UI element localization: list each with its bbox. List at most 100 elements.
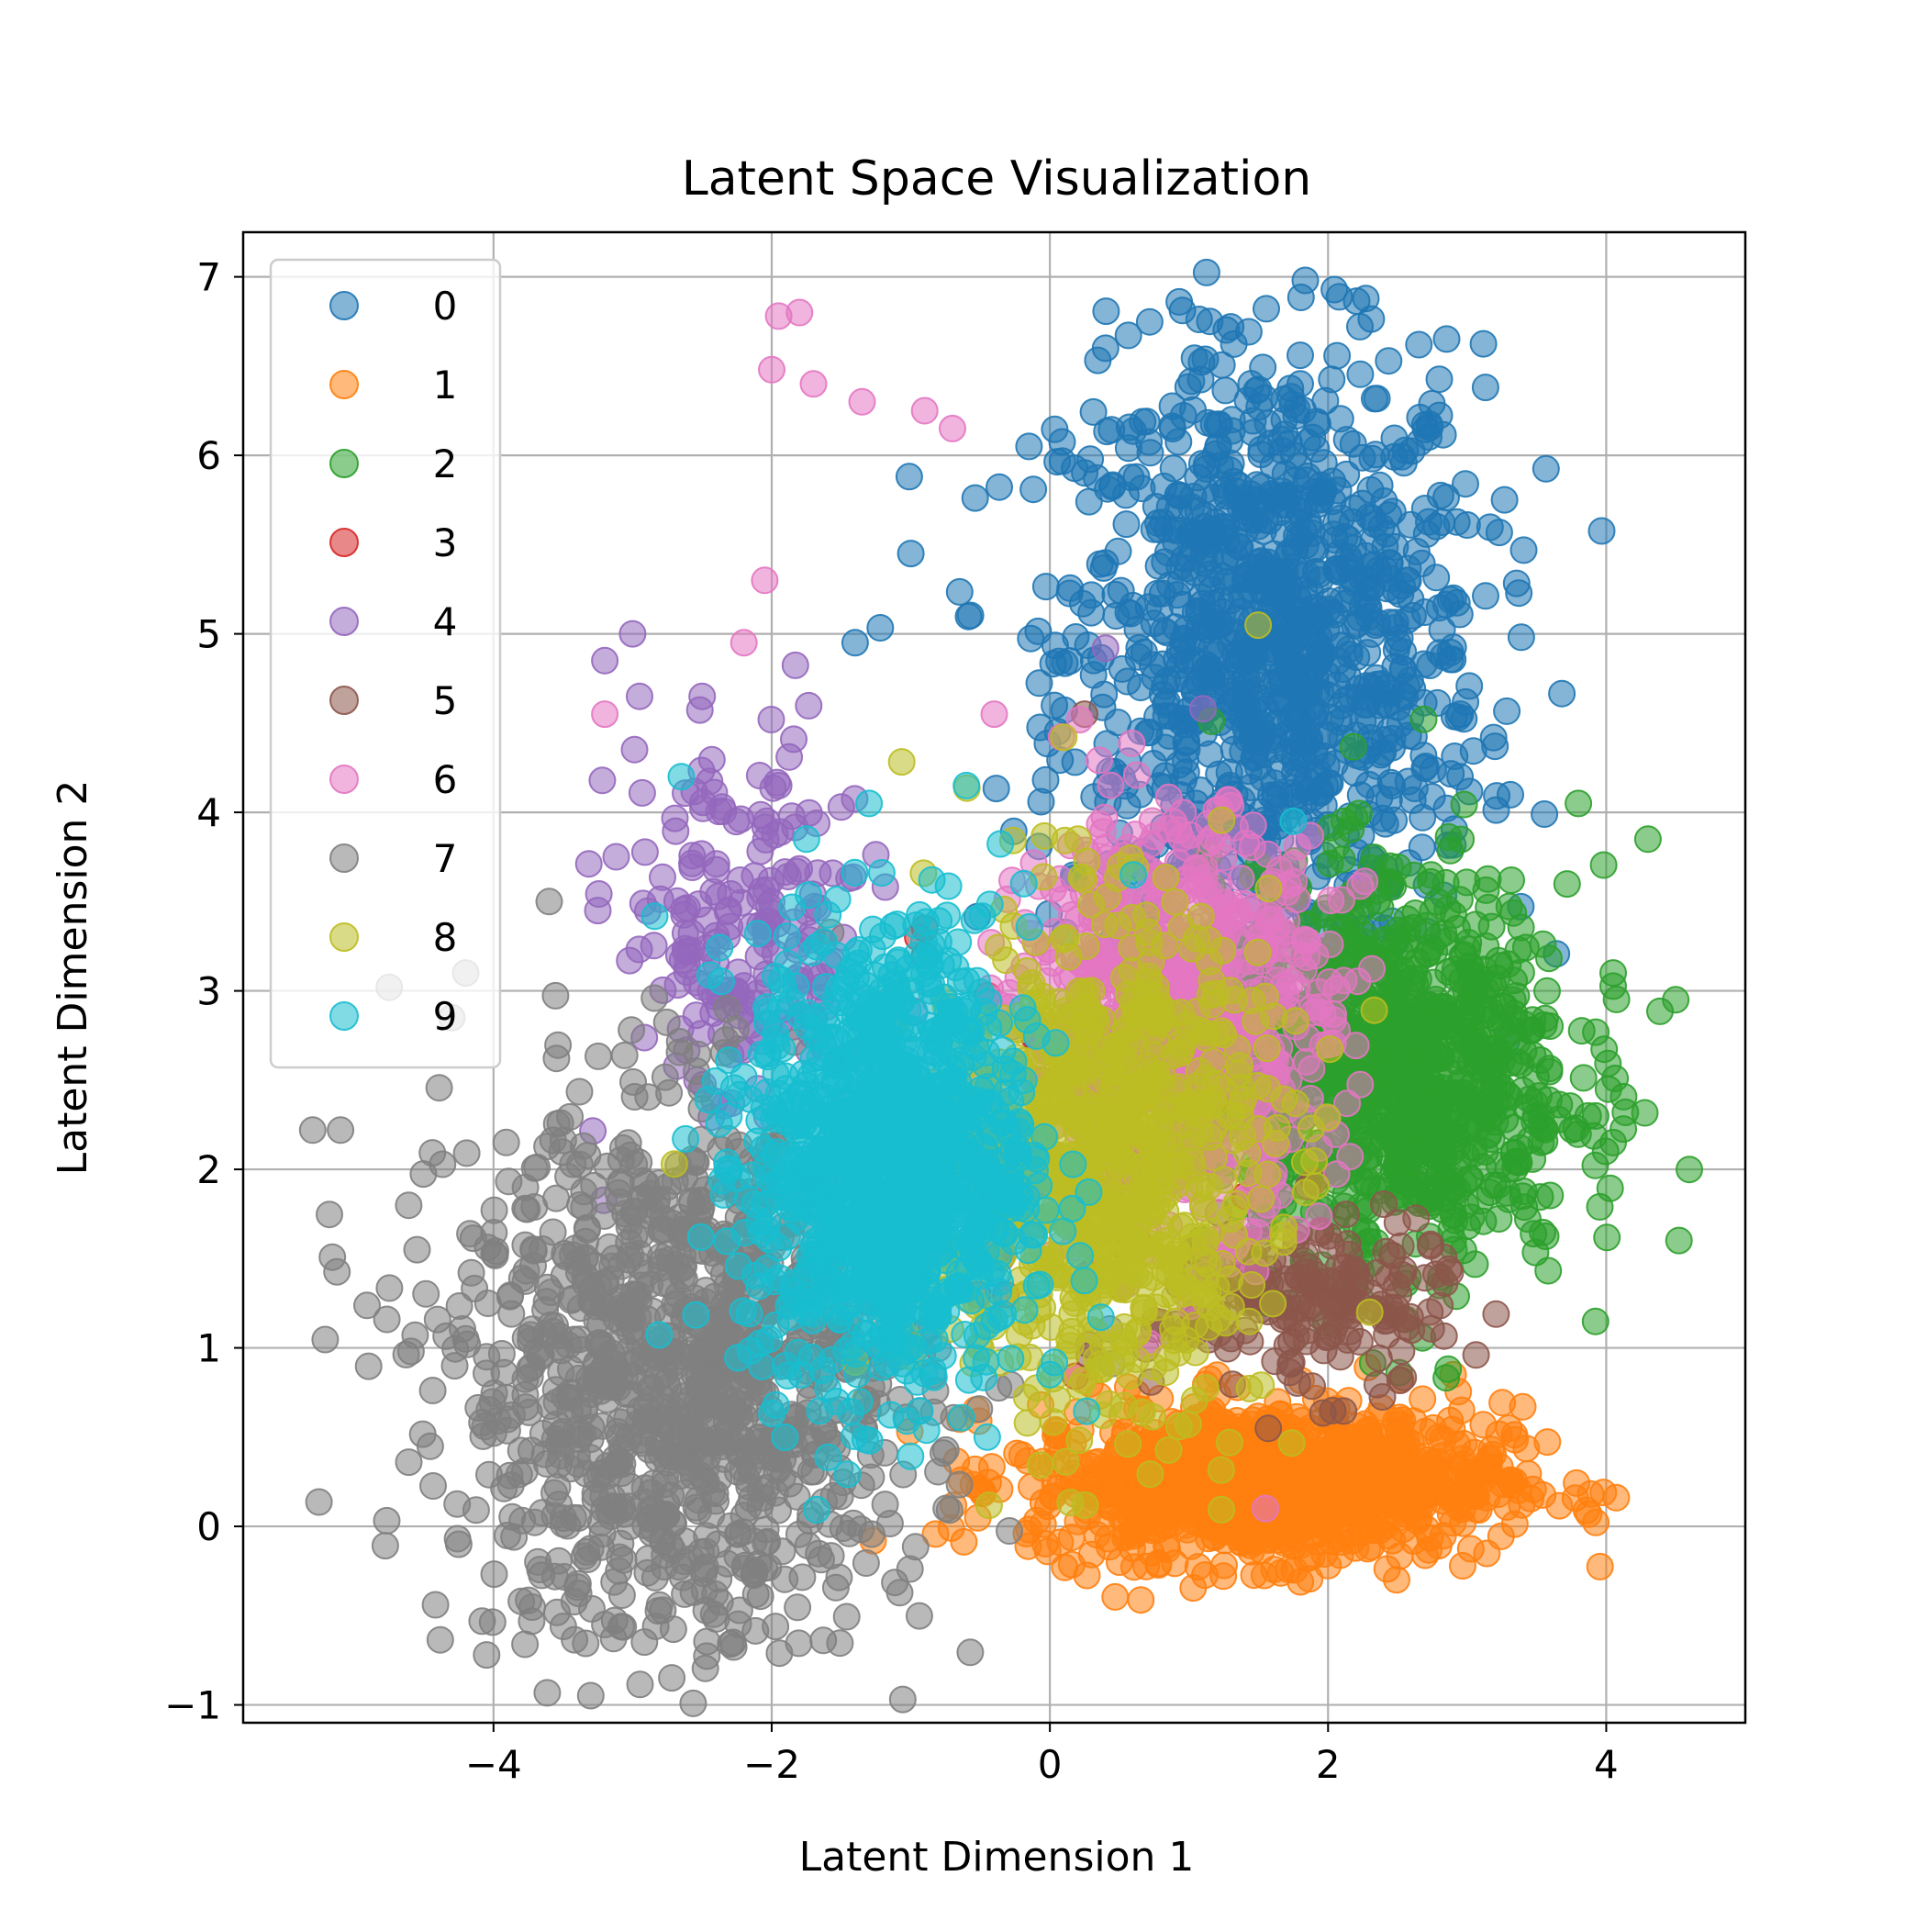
- point-2: [1532, 1012, 1557, 1038]
- point-4: [674, 895, 700, 921]
- point-0: [1356, 772, 1382, 798]
- point-0: [1194, 260, 1220, 285]
- point-7: [680, 1691, 706, 1716]
- point-5: [1328, 1344, 1353, 1369]
- point-0: [1454, 512, 1480, 538]
- point-2: [1456, 1166, 1482, 1191]
- point-4: [589, 767, 615, 793]
- point-7: [482, 1561, 507, 1587]
- point-1: [1082, 1450, 1108, 1476]
- point-0: [1050, 448, 1075, 474]
- point-0: [1140, 653, 1165, 678]
- point-7: [427, 1075, 452, 1100]
- point-0: [1473, 374, 1498, 400]
- point-0: [1213, 544, 1239, 570]
- point-1: [1162, 1550, 1187, 1576]
- point-6: [1098, 773, 1124, 798]
- point-0: [1420, 391, 1445, 417]
- point-2: [1448, 827, 1474, 853]
- point-4: [776, 744, 802, 770]
- point-0: [1438, 761, 1464, 787]
- point-6: [801, 371, 827, 396]
- point-5: [1398, 1317, 1424, 1343]
- point-1: [1408, 1474, 1433, 1500]
- point-2: [1478, 1047, 1504, 1073]
- point-0: [1029, 789, 1054, 815]
- point-4: [632, 839, 658, 865]
- point-2: [1420, 970, 1446, 996]
- point-2: [1583, 1020, 1609, 1045]
- point-4: [756, 893, 782, 919]
- point-2: [1367, 1102, 1393, 1128]
- point-0: [1382, 426, 1408, 452]
- point-1: [1534, 1429, 1560, 1455]
- point-0: [1484, 798, 1509, 823]
- point-2: [1583, 1309, 1609, 1335]
- point-2: [1531, 932, 1556, 957]
- point-7: [542, 983, 568, 1009]
- point-0: [1471, 331, 1497, 357]
- point-4: [629, 780, 655, 806]
- point-0: [1093, 298, 1119, 324]
- point-5: [1403, 1205, 1429, 1231]
- point-2: [1479, 914, 1505, 940]
- point-6: [1086, 747, 1112, 773]
- point-5: [1423, 1261, 1449, 1287]
- point-1: [1282, 1558, 1308, 1583]
- point-0: [1160, 414, 1186, 440]
- point-6: [1171, 970, 1197, 996]
- point-0: [1492, 487, 1518, 513]
- point-2: [1498, 867, 1524, 893]
- point-0: [1116, 435, 1142, 461]
- point-0: [1387, 711, 1413, 737]
- point-0: [1376, 348, 1401, 374]
- point-0: [1268, 492, 1294, 518]
- point-2: [1456, 989, 1482, 1015]
- point-2: [1600, 1130, 1626, 1156]
- point-1: [1030, 1512, 1056, 1537]
- point-1: [1281, 1508, 1307, 1534]
- point-4: [829, 794, 854, 820]
- point-0: [1409, 805, 1435, 831]
- point-0: [1453, 471, 1478, 497]
- point-7: [410, 1422, 436, 1447]
- point-2: [1419, 998, 1444, 1023]
- point-6: [1324, 977, 1350, 1002]
- point-0: [1404, 539, 1430, 564]
- point-0: [1081, 399, 1107, 425]
- point-5: [1333, 1201, 1359, 1227]
- point-0: [1173, 748, 1198, 774]
- point-0: [947, 579, 973, 605]
- point-1: [1102, 1584, 1128, 1610]
- point-1: [1342, 1491, 1368, 1517]
- point-6: [1140, 809, 1165, 834]
- point-7: [459, 1260, 485, 1286]
- point-2: [1565, 790, 1591, 816]
- point-1: [1373, 1513, 1398, 1538]
- point-0: [956, 604, 982, 630]
- point-1: [1417, 1525, 1442, 1551]
- point-0: [1473, 583, 1498, 609]
- point-6: [1306, 1203, 1331, 1229]
- point-0: [1166, 289, 1192, 315]
- point-0: [984, 776, 1009, 801]
- point-0: [1284, 396, 1309, 422]
- point-0: [1423, 564, 1449, 590]
- point-0: [1292, 748, 1318, 774]
- point-4: [576, 851, 602, 877]
- point-0: [1027, 670, 1053, 696]
- point-1: [1153, 1513, 1178, 1539]
- point-2: [1600, 960, 1626, 986]
- point-0: [1114, 511, 1140, 537]
- point-7: [766, 1640, 792, 1666]
- point-0: [1253, 296, 1279, 321]
- point-4: [622, 737, 648, 763]
- point-0: [1511, 537, 1537, 563]
- point-5: [1431, 1323, 1457, 1349]
- point-4: [699, 747, 725, 773]
- point-0: [897, 463, 922, 489]
- point-2: [1418, 1080, 1443, 1106]
- point-0: [1311, 450, 1337, 475]
- point-1: [1587, 1554, 1613, 1580]
- point-0: [1461, 738, 1487, 764]
